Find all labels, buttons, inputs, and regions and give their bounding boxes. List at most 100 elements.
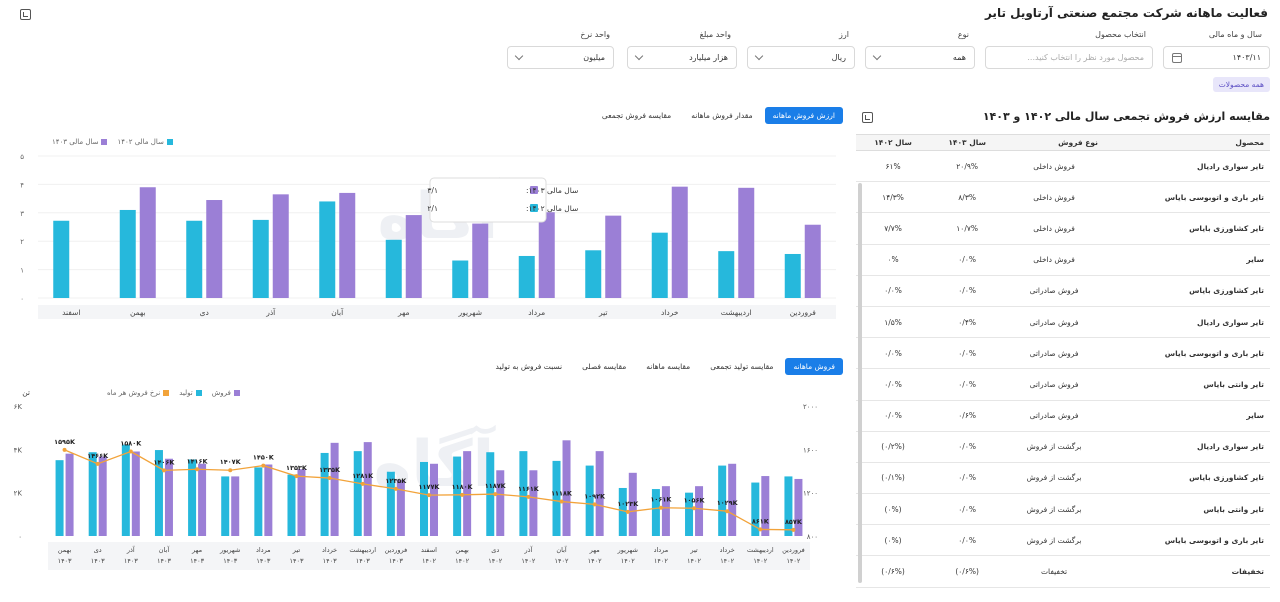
bar-sales [98, 456, 107, 536]
bar-production [718, 465, 727, 536]
tooltip-swatch [530, 186, 538, 194]
x-tick-label-month: اسفند [421, 546, 437, 554]
table-row: تایر کشاورزی بایاس فروش داخلی ۱۰/۷% ۷/۷% [856, 212, 1270, 245]
currency-label: ارز [839, 30, 849, 39]
table-cell: تخفیفات [1103, 555, 1270, 588]
x-tick-label: اسفند [62, 308, 80, 317]
page-title: فعالیت ماهانه شرکت مجتمع صنعتی آرتاویل ت… [984, 6, 1268, 20]
comparison-table: محصول نوع فروش سال ۱۴۰۳ سال ۱۴۰۲ تایر سواری… [856, 134, 1270, 588]
bar-sales [231, 476, 240, 536]
table-cell: ۱۰/۷% [930, 212, 1005, 245]
bar-production [784, 476, 793, 536]
bar-sales [164, 458, 173, 536]
rate-unit-select[interactable]: میلیون [507, 46, 614, 69]
table-header-cell[interactable]: نوع فروش [1004, 135, 1104, 151]
table-header-cell[interactable]: محصول [1103, 135, 1270, 151]
table-cell: تایر وانتی بایاس [1103, 368, 1270, 401]
bar-sales [463, 451, 472, 536]
rate-point [393, 486, 398, 491]
y-right-tick-label: ۲۰۰۰ [803, 403, 818, 411]
table-row: تایر سواری رادیال برگشت از فروش ۰/۰% (۰/۲%) [856, 431, 1270, 463]
x-tick-label-year: ۱۴۰۳ [256, 557, 270, 565]
bar-production [585, 465, 594, 536]
rate-data-label: ۸۶۱K [752, 517, 770, 525]
fiscal-month-input[interactable]: ۱۴۰۳/۱۱ [1163, 46, 1270, 69]
table-cell: ۰/۶% [930, 400, 1005, 432]
chevron-down-icon [634, 51, 644, 61]
bar-1402 [252, 219, 269, 298]
table-row: تخفیفات تخفیفات (۰/۶%) (۰/۶%) [856, 555, 1270, 588]
table-cell: فروش صادراتی [1004, 368, 1104, 401]
export-icon[interactable] [862, 112, 873, 123]
type-select[interactable]: همه [865, 46, 975, 69]
currency-select[interactable]: ریال [747, 46, 855, 69]
bottom-chart-tabs: فروش ماهانه مقایسه تولید تجمعی مقایسه ماها… [488, 358, 843, 375]
top-chart-tab-2[interactable]: مقایسه فروش تجمعی [601, 111, 672, 120]
bottom-chart-tab-0[interactable]: فروش ماهانه [785, 358, 843, 375]
table-cell: تخفیفات [1004, 555, 1104, 588]
x-tick-label-month: دی [491, 546, 499, 554]
table-cell: ۰/۰% [930, 493, 1005, 526]
table-header-cell[interactable]: سال ۱۴۰۲ [856, 135, 931, 151]
table-cell: ۰/۰% [930, 462, 1005, 495]
bar-1402 [784, 253, 801, 298]
y-right-tick-label: ۱۶۰۰ [803, 446, 818, 454]
legend-item-rate: نرخ فروش هر ماه [107, 389, 170, 397]
amount-unit-select[interactable]: هزار میلیارد [627, 46, 737, 69]
table-row: تایر سواری رادیال فروش صادراتی ۰/۴% ۱/۵% [856, 306, 1270, 339]
x-axis-band [48, 542, 810, 570]
x-tick-label-year: ۱۴۰۲ [455, 557, 469, 565]
bar-production [88, 452, 97, 536]
bar-production [221, 476, 230, 536]
top-chart-tab-1[interactable]: مقدار فروش ماهانه [691, 111, 753, 120]
bar-1402 [385, 239, 402, 298]
legend-item-production: تولید [179, 389, 202, 397]
top-chart-legend: سال مالی ۱۴۰۲ سال مالی ۱۴۰۳ [52, 138, 173, 146]
table-header-row: محصول نوع فروش سال ۱۴۰۳ سال ۱۴۰۲ [856, 135, 1270, 151]
rate-point [625, 509, 630, 514]
bar-1402 [518, 255, 535, 298]
tooltip-swatch [530, 204, 538, 212]
table-cell: ۰/۰% [856, 400, 931, 432]
bottom-chart-tab-4[interactable]: نسبت فروش به تولید [495, 362, 563, 371]
rate-point [692, 506, 697, 511]
table-cell: برگشت از فروش [1004, 524, 1104, 557]
rate-data-label: ۱۰۶۱K [650, 496, 672, 504]
y-tick-label: ۰ [20, 295, 24, 303]
y-tick-label: ۵ [20, 153, 24, 161]
rate-data-label: ۱۱۷۷K [419, 483, 441, 491]
x-tick-label-year: ۱۴۰۲ [687, 557, 701, 565]
table-cell: فروش صادراتی [1004, 306, 1104, 339]
rate-data-label: ۱۰۹۲K [584, 492, 606, 500]
table-cell: تایر سواری رادیال [1103, 306, 1270, 339]
all-products-chip[interactable]: همه محصولات [1212, 77, 1270, 92]
bar-sales [761, 476, 770, 536]
table-row: تایر باری و اتوبوسی بایاس برگشت از فروش ۰/… [856, 524, 1270, 557]
bottom-chart-tab-3[interactable]: مقایسه فصلی [582, 362, 627, 371]
bottom-chart-tab-1[interactable]: مقایسه تولید تجمعی [710, 362, 774, 371]
table-scrollbar[interactable] [858, 183, 862, 583]
x-tick-label-year: ۱۴۰۳ [157, 557, 171, 565]
rate-point [725, 509, 730, 514]
bar-sales [396, 480, 405, 536]
rate-data-label: ۱۴۶۶K [87, 452, 109, 460]
bar-sales [794, 478, 803, 536]
rate-point [161, 468, 166, 473]
table-header-cell[interactable]: سال ۱۴۰۳ [930, 135, 1005, 151]
table-cell: تایر کشاورزی بایاس [1103, 212, 1270, 245]
rate-point [592, 502, 597, 507]
table-cell: ۰/۰% [930, 524, 1005, 557]
x-tick-label-month: مرداد [654, 546, 669, 554]
rate-point [261, 463, 266, 468]
x-tick-label: اردیبهشت [721, 308, 752, 317]
bar-sales [562, 440, 571, 536]
top-chart-tab-0[interactable]: ارزش فروش ماهانه [764, 107, 843, 124]
x-tick-label-month: تیر [689, 546, 698, 554]
product-input[interactable]: محصول مورد نظر را انتخاب کنید... [985, 46, 1153, 69]
bottom-chart-tab-2[interactable]: مقایسه ماهانه [646, 362, 691, 371]
bar-production [751, 482, 760, 536]
x-tick-label-month: بهمن [455, 546, 469, 554]
table-cell: (۰%) [856, 493, 931, 526]
export-icon[interactable] [20, 9, 31, 20]
x-tick-label-month: فروردین [385, 546, 408, 554]
